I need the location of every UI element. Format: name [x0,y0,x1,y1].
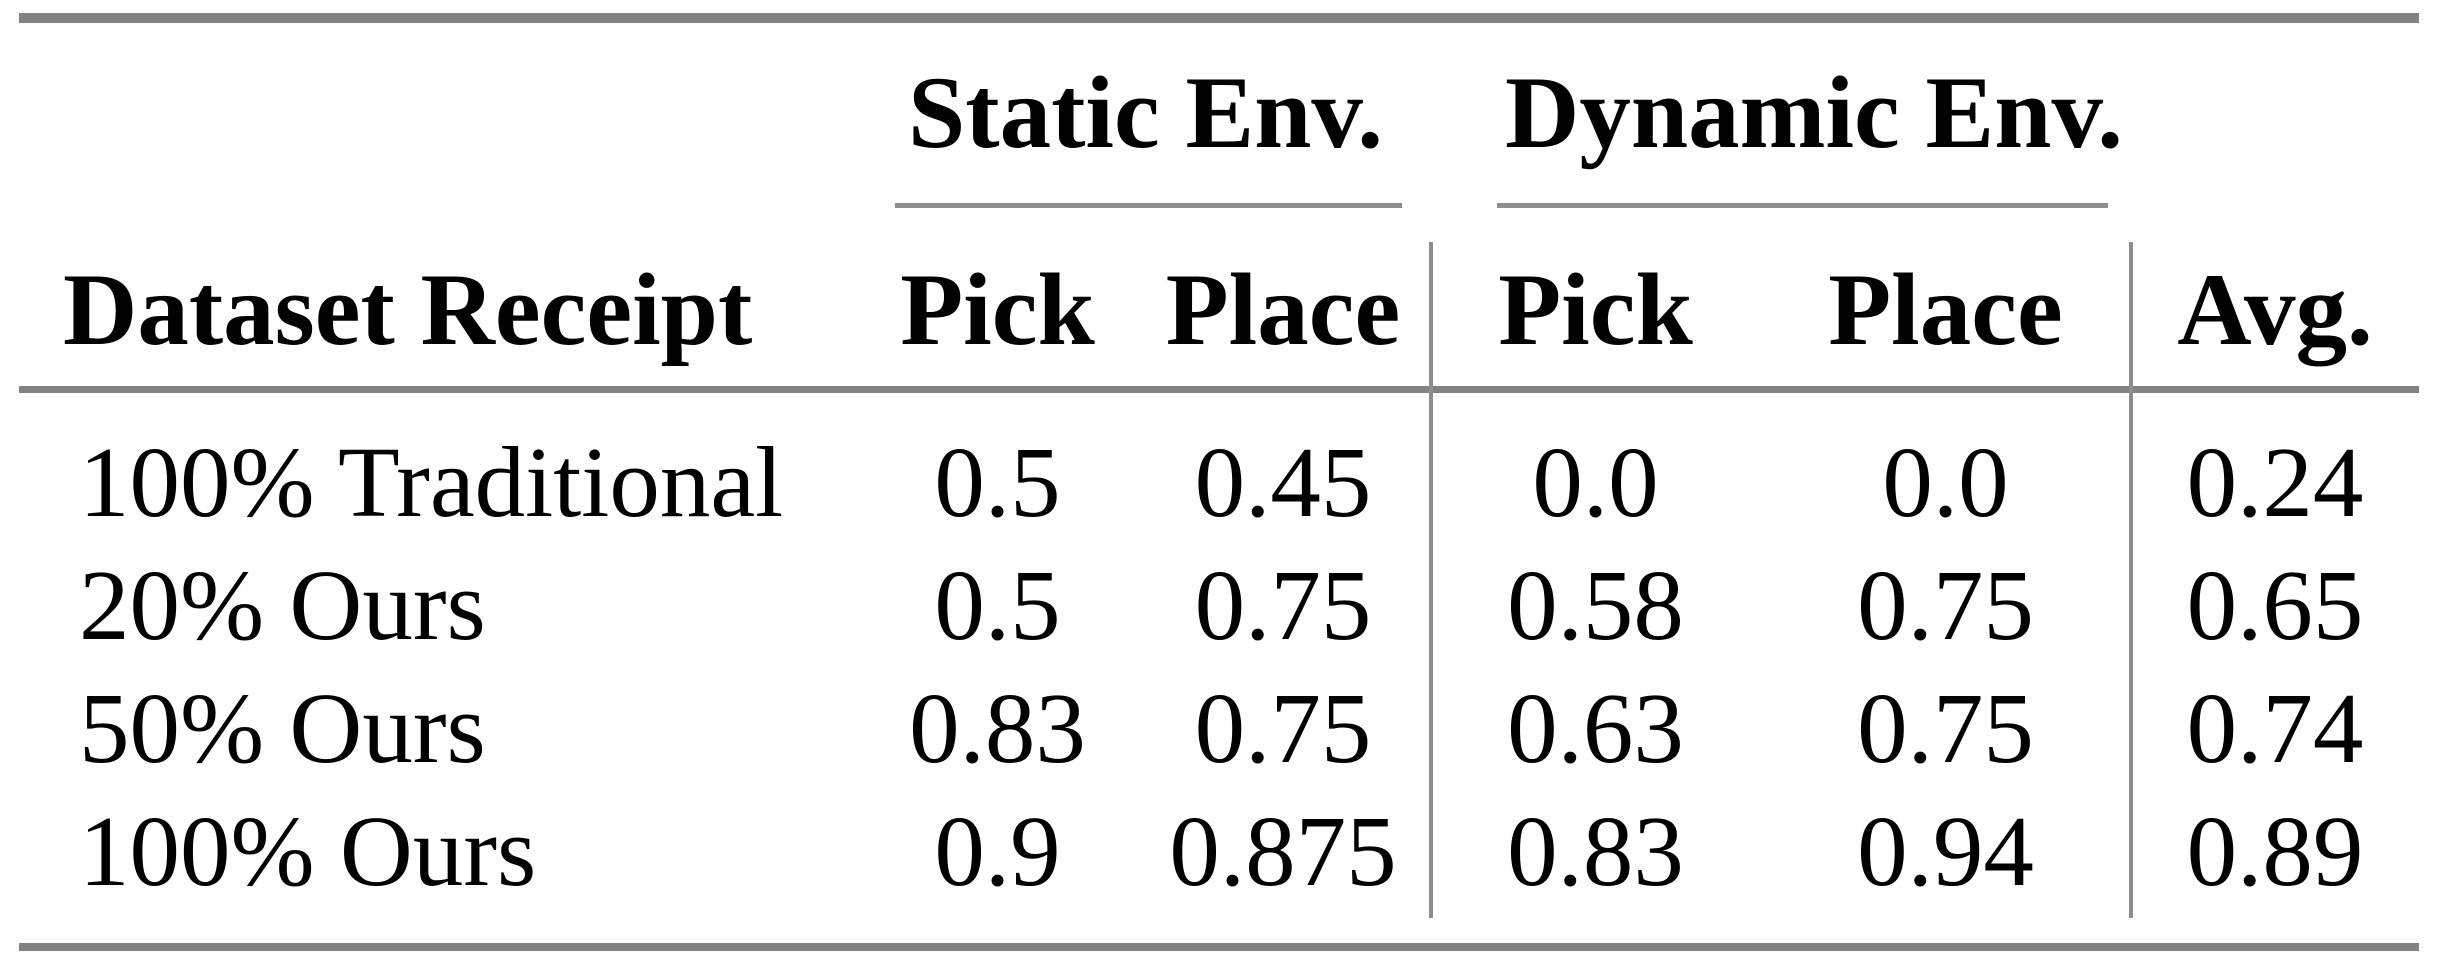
group-label-static-env: Static Env. [907,55,1384,170]
group-header-dynamic-env: Dynamic Env. [1431,23,2131,242]
group-header-spacer-left [19,23,860,242]
column-header-static-pick: Pick [860,242,1135,393]
dynamic-env-underline-rule [1497,203,2108,208]
group-header-spacer-right [2131,23,2419,242]
row-label: 20% Ours [79,548,486,661]
column-header-avg: Avg. [2131,242,2420,393]
group-label-dynamic-env: Dynamic Env. [1504,55,2124,170]
column-header-row: Dataset Receipt Pick Place Pick Place Av… [19,242,2420,393]
cell-static-pick: 0.9 [934,794,1061,907]
group-header-row: Static Env. Dynamic Env. [19,23,2419,242]
row-label: 100% Ours [79,794,537,907]
cell-avg: 0.65 [2186,548,2364,661]
cell-dynamic-pick: 0.63 [1507,671,1684,784]
cell-dynamic-pick: 0.58 [1507,548,1684,661]
results-table: Static Env. Dynamic Env. Dataset Receipt… [19,13,2420,951]
cell-avg: 0.74 [2186,671,2364,784]
row-label: 100% Traditional [79,425,784,538]
cell-static-place: 0.45 [1194,425,1372,538]
cell-avg: 0.24 [2186,425,2364,538]
vertical-divider-static-dynamic [1429,242,1433,918]
column-header-dynamic-place: Place [1760,242,2132,393]
cell-dynamic-place: 0.75 [1857,548,2034,661]
cell-static-pick: 0.5 [934,425,1061,538]
vertical-divider-dynamic-avg [2129,242,2133,918]
results-table-region: Static Env. Dynamic Env. Dataset Receipt… [19,13,2420,951]
row-label: 50% Ours [79,671,486,784]
cell-static-pick: 0.83 [909,671,1086,784]
cell-avg: 0.89 [2186,794,2364,907]
column-header-dataset-receipt: Dataset Receipt [19,242,860,393]
cell-static-place: 0.875 [1169,794,1397,907]
cell-dynamic-pick: 0.83 [1507,794,1684,907]
table-row: 50% Ours 0.83 0.75 0.63 0.75 0.74 [19,666,2419,789]
table-row: 20% Ours 0.5 0.75 0.58 0.75 0.65 [19,543,2419,666]
cell-dynamic-place: 0.0 [1882,425,2009,538]
column-header-dynamic-pick: Pick [1431,242,1760,393]
cell-static-place: 0.75 [1194,548,1372,661]
static-env-underline-rule [895,203,1402,208]
cell-dynamic-place: 0.94 [1857,794,2034,907]
cell-dynamic-pick: 0.0 [1532,425,1659,538]
table-row: 100% Traditional 0.5 0.45 0.0 0.0 0.24 [19,393,2419,543]
table-row: 100% Ours 0.9 0.875 0.83 0.94 0.89 [19,789,2419,943]
group-header-static-env: Static Env. [860,23,1431,242]
cell-static-place: 0.75 [1194,671,1372,784]
column-header-static-place: Place [1135,242,1431,393]
cell-dynamic-place: 0.75 [1857,671,2034,784]
cell-static-pick: 0.5 [934,548,1061,661]
